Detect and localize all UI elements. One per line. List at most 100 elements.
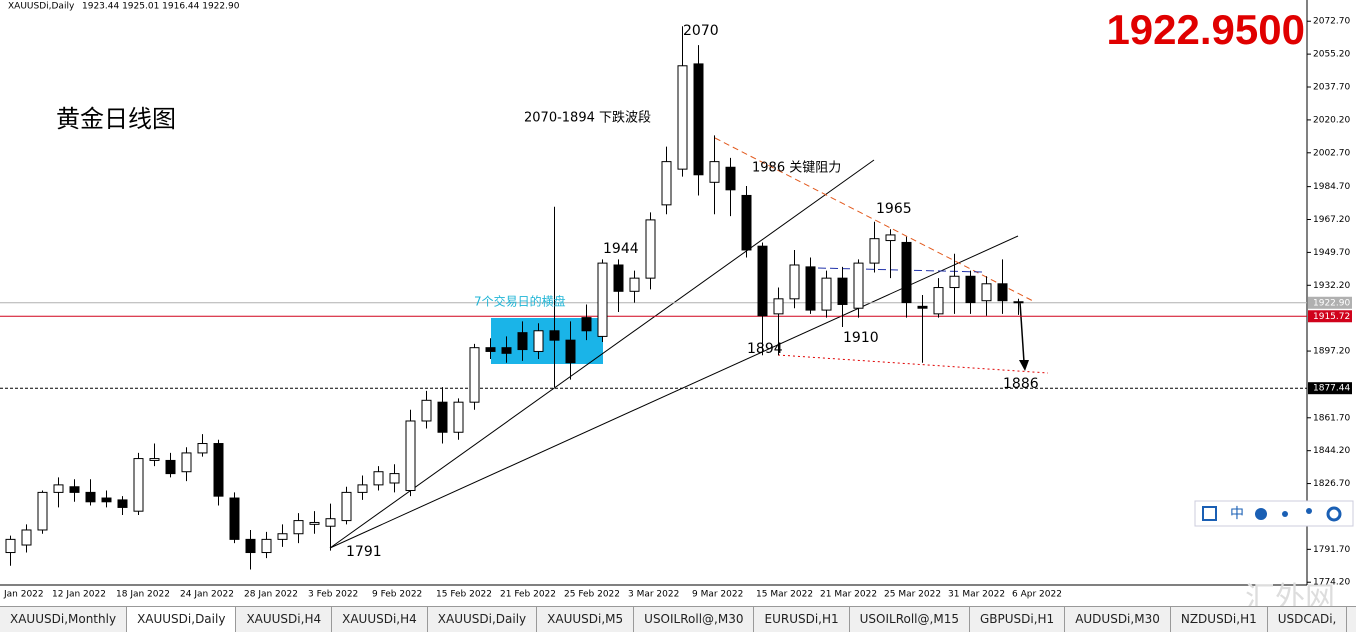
candle-body xyxy=(21,529,32,546)
x-tick-label: 28 Jan 2022 xyxy=(244,590,298,600)
tab[interactable]: XAUUSDi,H4 xyxy=(236,607,333,632)
annotation: 7个交易日的横盘 xyxy=(474,294,566,309)
annotation: 黄金日线图 xyxy=(56,105,176,133)
candle-body xyxy=(757,245,768,317)
y-tick-label: 1932.20 xyxy=(1313,281,1350,291)
candle-body xyxy=(197,443,208,454)
x-tick-label: 9 Feb 2022 xyxy=(372,590,422,600)
tab[interactable]: AUDUSDi,M30 xyxy=(1065,607,1171,632)
candle-body xyxy=(613,264,624,292)
candle-body xyxy=(69,486,80,493)
y-tick-label: 1844.20 xyxy=(1313,446,1350,456)
candle-body xyxy=(309,521,320,525)
y-tick-label: 1897.20 xyxy=(1313,347,1350,357)
candle-body xyxy=(949,275,960,289)
price-label: 1877.44 xyxy=(1313,384,1350,394)
candle-body xyxy=(677,65,688,170)
candle-body xyxy=(277,533,288,540)
x-tick-label: 12 Jan 2022 xyxy=(52,590,106,600)
tab[interactable]: XAUUSDi,Daily xyxy=(428,607,538,632)
candle-body xyxy=(165,459,176,475)
x-tick-label: 31 Mar 2022 xyxy=(948,590,1005,600)
candle-body xyxy=(373,471,384,486)
y-tick-label: 1949.70 xyxy=(1313,248,1350,258)
tab[interactable]: XAUUSDi,M5 xyxy=(537,607,635,632)
candle-body xyxy=(741,194,752,251)
candle-body xyxy=(581,317,592,332)
candle-body xyxy=(325,518,336,527)
tab[interactable]: XAUUSDi,H4 xyxy=(332,607,428,632)
x-tick-label: 9 Mar 2022 xyxy=(692,590,743,600)
candle-body xyxy=(981,283,992,302)
candle-body xyxy=(549,330,560,341)
candle-body xyxy=(837,277,848,305)
price-label-box xyxy=(1308,382,1352,395)
x-tick-label: 3 Feb 2022 xyxy=(308,590,358,600)
annotation: 1944 xyxy=(603,241,639,257)
candle-body xyxy=(885,234,896,242)
candle-body xyxy=(661,161,672,206)
tab-bar: XAUUSDi,Monthly XAUUSDi,Daily XAUUSDi,H4 XA… xyxy=(0,606,1356,632)
candle-body xyxy=(1013,301,1024,304)
tab[interactable]: USOILRoll@,M15 xyxy=(850,607,970,632)
tab[interactable]: XAUUSDi,Daily xyxy=(127,607,237,632)
icon[interactable] xyxy=(1255,508,1267,520)
candle-body xyxy=(133,458,144,512)
tab[interactable]: XAUUSDi,Monthly xyxy=(0,607,128,632)
big-price: 1922.9500 xyxy=(1106,6,1305,53)
icon[interactable] xyxy=(1326,506,1342,522)
tab[interactable]: GBPUSDi,H1 xyxy=(970,607,1066,632)
candle-body xyxy=(725,166,736,191)
candle-body xyxy=(517,332,528,351)
candle-body xyxy=(421,399,432,422)
icon[interactable] xyxy=(1202,506,1217,521)
candle-body xyxy=(789,264,800,300)
annotation: 1886 xyxy=(1003,376,1039,392)
y-tick-label: 1984.70 xyxy=(1313,182,1350,192)
candle-body xyxy=(597,262,608,337)
y-tick-label: 1967.20 xyxy=(1313,215,1350,225)
candle-body xyxy=(805,266,816,311)
candle-body xyxy=(821,277,832,311)
candle-body xyxy=(629,277,640,292)
x-tick-label: 15 Feb 2022 xyxy=(436,590,492,600)
candle-body xyxy=(773,298,784,315)
annotation: 2070-1894 下跌波段 xyxy=(524,110,651,126)
price-label-box xyxy=(1308,310,1352,323)
candle-body xyxy=(357,484,368,493)
x-tick-label: 15 Mar 2022 xyxy=(756,590,813,600)
ohlc: 1923.44 1925.01 1916.44 1922.90 xyxy=(82,2,240,12)
candle-body xyxy=(485,347,496,352)
icon[interactable] xyxy=(1306,508,1312,514)
x-tick-label: 6 Apr 2022 xyxy=(1012,590,1062,600)
watermark: 汇外网 xyxy=(1245,581,1335,606)
x-tick-label: 25 Feb 2022 xyxy=(564,590,620,600)
x-tick-label: 24 Jan 2022 xyxy=(180,590,234,600)
candle-body xyxy=(85,491,96,503)
candle-body xyxy=(405,420,416,492)
symbol: XAUUSDi,Daily xyxy=(8,2,75,12)
tab[interactable]: USDCADi, xyxy=(1268,607,1348,632)
candle-body xyxy=(565,339,576,364)
y-tick-label: 2072.70 xyxy=(1313,17,1350,27)
support-line xyxy=(777,354,1049,374)
candle-body xyxy=(213,443,224,497)
lang-icon[interactable]: 中 xyxy=(1230,506,1244,522)
y-tick-label: 2020.20 xyxy=(1313,115,1350,125)
x-tick-label: 21 Mar 2022 xyxy=(820,590,877,600)
candle-body xyxy=(965,275,976,304)
y-tick-label: 2037.70 xyxy=(1313,83,1350,93)
candle-body xyxy=(293,520,304,535)
icon[interactable] xyxy=(1282,511,1288,517)
annotation: 1965 xyxy=(876,201,912,217)
trendline xyxy=(329,235,1019,549)
tab[interactable]: EURUSDi,H1 xyxy=(754,607,850,632)
candle-body xyxy=(709,161,720,183)
candle-body xyxy=(917,305,928,309)
candle-body xyxy=(117,499,128,508)
tab[interactable]: USOILRoll@,M30 xyxy=(634,607,755,632)
candle-body xyxy=(437,401,448,433)
annotation: 1894 xyxy=(747,341,783,357)
tab[interactable]: NZDUSDi,H1 xyxy=(1171,607,1268,632)
